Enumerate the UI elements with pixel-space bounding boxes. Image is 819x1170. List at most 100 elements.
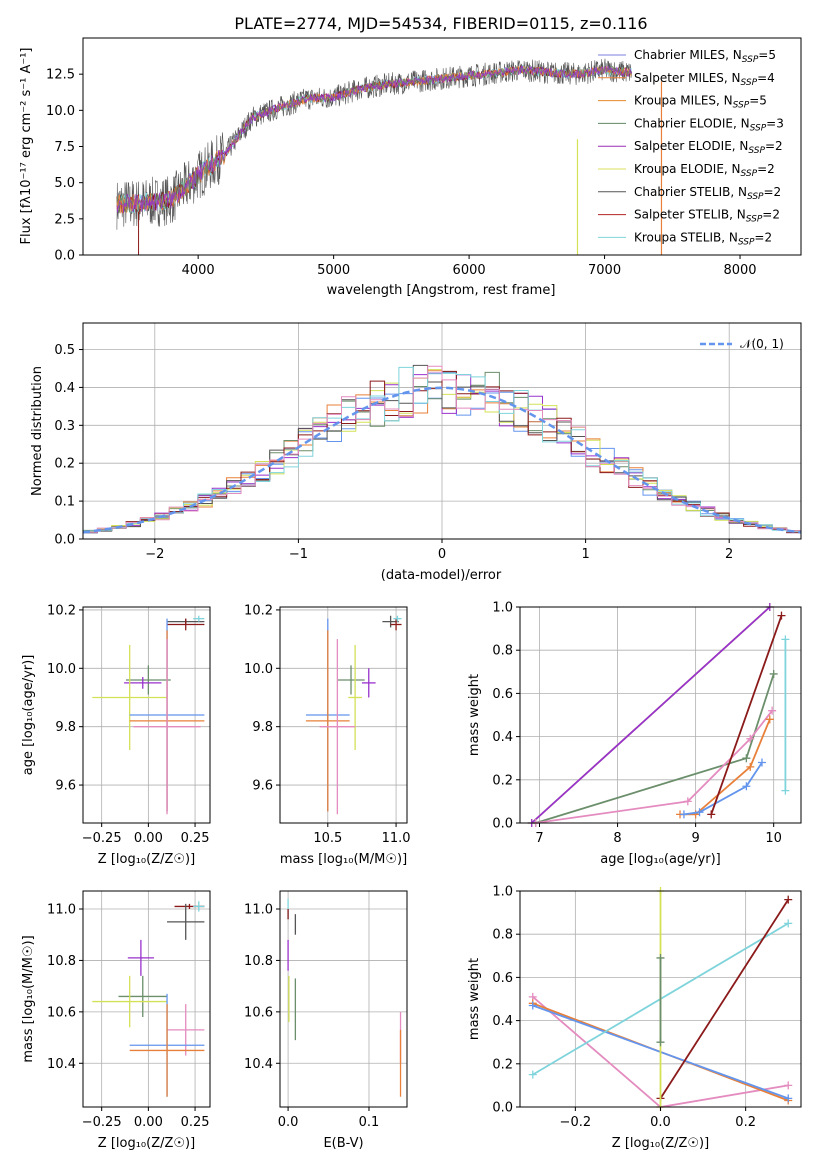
residual-y-tick-label: 0.4 <box>54 381 75 396</box>
age-z-axes-frame <box>82 606 211 824</box>
spectrum-y-tick-label: 7.5 <box>54 140 75 155</box>
weight-age-point-marker <box>695 808 704 817</box>
mass-z-y-tick-label: 10.4 <box>47 1057 76 1072</box>
mass-z-x-label: Z [log₁₀(Z/Z☉)] <box>98 1136 195 1151</box>
weight-z-x-label: Z [log₁₀(Z/Z☉)] <box>612 1136 709 1151</box>
residual-y-tick-label: 0.2 <box>54 457 75 472</box>
residual-x-label: (data-model)/error <box>381 568 502 583</box>
age-mass-y-tick-label: 9.6 <box>252 779 273 794</box>
mass-vs-reddening-panel: 0.0 0.1 10.4 10.6 10.8 11.0 E(B-V) <box>244 890 408 1151</box>
age-z-x-tick-label: 0.25 <box>181 831 210 846</box>
weight-z-point-marker <box>528 1070 537 1079</box>
spectrum-y-label: Flux [fλ10⁻¹⁷ erg cm⁻² s⁻¹ A⁻¹] <box>19 48 34 245</box>
spectrum-y-tick-label: 2.5 <box>54 212 75 227</box>
weight-z-point-marker <box>528 1001 537 1010</box>
spectrum-legend-label: Chabrier ELODIE, NSSP=3 <box>634 116 784 133</box>
residual-histogram <box>82 365 801 539</box>
mass-ebv-y-tick-label: 10.6 <box>244 1005 273 1020</box>
age-z-y-tick-label: 10.2 <box>47 603 76 618</box>
weight-age-x-tick-label: 8 <box>613 831 621 846</box>
age-mass-x-label: mass [log₁₀(M/M☉)] <box>280 852 407 867</box>
age-mass-axes-frame <box>279 606 408 824</box>
age-mass-y-tick-label: 10.2 <box>244 603 273 618</box>
residual-panel: −2 −1 0 1 2 0.0 0.1 0.2 0.3 0.4 0.5 (data-model)/… <box>30 322 802 583</box>
weight-z-y-tick-label: 0.8 <box>492 928 513 943</box>
age-z-y-label: age [log₁₀(age/yr)] <box>21 655 36 776</box>
spectrum-x-tick-label: 6000 <box>453 263 486 278</box>
mass-z-y-tick-label: 10.8 <box>47 954 76 969</box>
weight-age-point-marker <box>683 797 692 806</box>
weight-age-point-marker <box>757 758 766 767</box>
spectrum-title: PLATE=2774, MJD=54534, FIBERID=0115, z=0… <box>234 14 647 33</box>
weight-age-point-marker <box>742 754 751 763</box>
weight-age-y-tick-label: 1.0 <box>492 601 513 616</box>
spectrum-legend-label: Kroupa STELIB, NSSP=2 <box>634 230 772 247</box>
age-mass-x-tick-label: 11.0 <box>382 831 411 846</box>
age-vs-metallicity-panel: −0.25 0.00 0.25 9.6 9.8 10.0 10.2 Z [log₁₀(Z/Z☉… <box>21 603 211 867</box>
mass-vs-metallicity-panel: −0.25 0.00 0.25 10.4 10.6 10.8 11.0 Z [log₁₀(Z/… <box>21 890 211 1151</box>
age-mass-marks <box>305 615 402 815</box>
weight-age-series-line <box>680 718 771 816</box>
weight-age-point-marker <box>765 715 774 724</box>
residual-x-tick-label: 1 <box>581 547 589 562</box>
weight-age-y-tick-label: 0.6 <box>492 687 513 702</box>
weight-z-x-tick-label: 0.0 <box>650 1115 671 1130</box>
weight-z-y-tick-label: 0.2 <box>492 1057 513 1072</box>
weight-age-series-line <box>535 673 775 824</box>
spectrum-panel: PLATE=2774, MJD=54534, FIBERID=0115, z=0… <box>19 14 802 298</box>
weight-age-point-marker <box>769 669 778 678</box>
mass-ebv-x-tick-label: 0.1 <box>359 1115 380 1130</box>
spectrum-x-tick-label: 7000 <box>588 263 621 278</box>
weight-z-point-marker <box>656 1038 665 1047</box>
mass-z-marks <box>92 901 205 1097</box>
spectrum-y-tick-label: 5.0 <box>54 176 75 191</box>
spectrum-legend-label: Kroupa MILES, NSSP=5 <box>634 94 767 111</box>
weight-age-point-marker <box>707 810 716 819</box>
weight-z-point-marker <box>784 1094 793 1103</box>
spectrum-y-tick-label: 12.5 <box>46 68 75 83</box>
weight-age-series-line <box>683 762 763 816</box>
mass-z-x-tick-label: −0.25 <box>82 1115 122 1130</box>
residual-x-tick-label: −1 <box>289 547 308 562</box>
residual-x-tick-label: −2 <box>145 547 164 562</box>
weight-z-y-tick-label: 0.6 <box>492 971 513 986</box>
spectrum-y-tick-label: 10.0 <box>46 104 75 119</box>
weight-age-point-marker <box>746 734 755 743</box>
residual-y-label: Normed distribution <box>30 366 45 496</box>
spectrum-legend-label: Salpeter STELIB, NSSP=2 <box>634 208 780 225</box>
weight-age-y-tick-label: 0.0 <box>492 817 513 832</box>
age-mass-x-tick-label: 10.5 <box>313 831 342 846</box>
spectrum-y-ticks: 0.0 2.5 5.0 7.5 10.0 12.5 <box>46 68 83 264</box>
mass-z-x-tick-label: 0.00 <box>134 1115 163 1130</box>
weight-age-point-marker <box>781 786 790 795</box>
weight-z-marks <box>528 887 793 1111</box>
weight-z-x-tick-label: 0.2 <box>735 1115 756 1130</box>
spectrum-x-tick-label: 5000 <box>317 263 350 278</box>
residual-x-tick-label: 2 <box>725 547 733 562</box>
weight-z-x-tick-label: −0.2 <box>560 1115 592 1130</box>
weight-z-y-tick-label: 0.4 <box>492 1014 513 1029</box>
weight-age-x-tick-label: 7 <box>535 831 543 846</box>
spectrum-legend-label: Kroupa ELODIE, NSSP=2 <box>634 162 775 179</box>
weight-z-y-tick-label: 0.0 <box>492 1101 513 1116</box>
weight-age-marks <box>527 603 790 827</box>
age-mass-y-tick-label: 10.0 <box>244 662 273 677</box>
age-z-y-tick-label: 9.8 <box>55 720 76 735</box>
residual-x-ticks: −2 −1 0 1 2 <box>145 539 733 562</box>
residual-y-tick-label: 0.3 <box>54 419 75 434</box>
spectrum-line <box>116 65 632 214</box>
age-z-x-tick-label: 0.00 <box>134 831 163 846</box>
normal-legend-label: 𝒩(0, 1) <box>740 337 784 351</box>
normal-curve <box>82 386 802 534</box>
spectrum-y-tick-label: 0.0 <box>54 249 75 264</box>
residual-y-tick-label: 0.0 <box>54 533 75 548</box>
weight-z-y-label: mass weight <box>467 958 482 1040</box>
mass-z-axes-frame <box>82 890 211 1108</box>
weight-age-x-tick-label: 10 <box>765 831 782 846</box>
spectrum-plot-area <box>116 58 663 255</box>
mass-ebv-x-tick-label: 0.0 <box>278 1115 299 1130</box>
spectrum-legend-label: Chabrier STELIB, NSSP=2 <box>634 185 781 202</box>
spectrum-legend-label: Salpeter ELODIE, NSSP=2 <box>634 139 783 156</box>
age-z-y-tick-label: 9.6 <box>55 779 76 794</box>
